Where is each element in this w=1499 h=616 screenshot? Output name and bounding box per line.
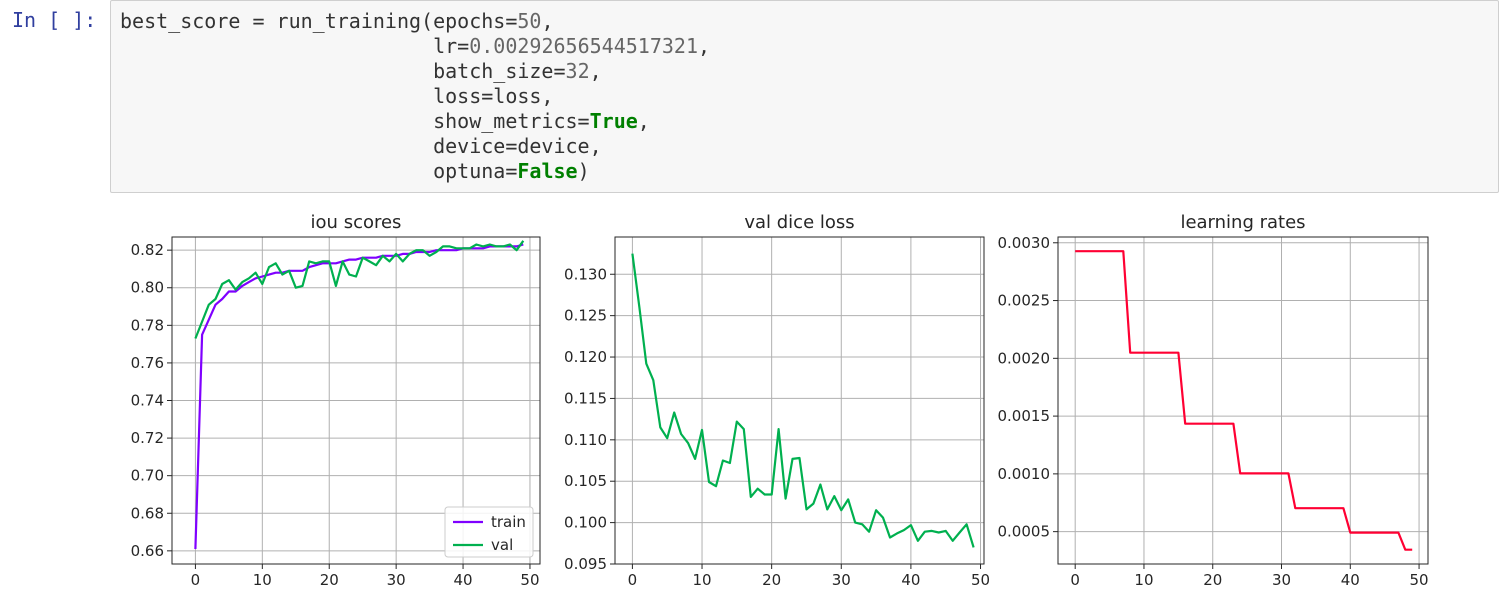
code-editor[interactable]: best_score = run_training(epochs=50, lr=… [120, 9, 710, 184]
axes-frame [614, 236, 985, 565]
code-text: best_score = run_training(epochs= [120, 9, 518, 33]
chart-title: val dice loss [744, 212, 854, 233]
x-tick-label: 10 [692, 571, 711, 589]
code-text: , [697, 34, 711, 58]
chart-title: learning rates [1180, 212, 1305, 233]
code-text: batch_size= [120, 59, 566, 83]
x-tick-label: 50 [520, 571, 539, 589]
x-tick-label: 10 [1134, 571, 1153, 589]
y-tick-label: 0.66 [131, 542, 164, 560]
code-text: ) [577, 159, 590, 183]
x-tick-label: 40 [901, 571, 920, 589]
y-tick-label: 0.120 [564, 348, 607, 366]
y-tick-label: 0.115 [564, 389, 607, 407]
y-tick-label: 0.0030 [998, 234, 1051, 252]
x-tick-label: 0 [1070, 571, 1080, 589]
chart-iou-scores: 0 10 20 30 40 50 0.66 0.68 0.70 0.72 0.74 0.76 0.78 0… [131, 212, 541, 589]
x-tick-label: 40 [1341, 571, 1360, 589]
y-tick-label: 0.78 [131, 316, 164, 334]
x-tick-label: 30 [832, 571, 851, 589]
series-line-train [194, 243, 524, 550]
y-tick-label: 0.80 [131, 279, 164, 297]
y-tick-label: 0.0020 [998, 349, 1051, 367]
code-keyword: True [589, 109, 638, 133]
legend-label: train [491, 513, 526, 531]
axes-frame [1057, 236, 1429, 565]
y-tick-label: 0.0025 [998, 292, 1051, 310]
x-tick-label: 20 [762, 571, 781, 589]
y-tick-label: 0.130 [564, 265, 607, 283]
code-number: 32 [565, 59, 590, 83]
code-cell[interactable]: best_score = run_training(epochs=50, lr=… [110, 0, 1499, 193]
code-text: device=device, [120, 134, 602, 158]
y-tick-label: 0.0015 [998, 407, 1051, 425]
code-text: , [637, 109, 650, 133]
cell-prompt: In [ ]: [12, 8, 97, 32]
y-tick-label: 0.095 [564, 555, 607, 573]
x-tick-label: 50 [1410, 571, 1429, 589]
y-tick-label: 0.68 [131, 504, 164, 522]
code-number: 0.00292656544517321 [469, 34, 698, 58]
x-tick-label: 30 [1272, 571, 1291, 589]
code-text: , [589, 59, 602, 83]
chart-val-dice-loss: 0 10 20 30 40 50 0.095 0.100 0.105 0.110 0.115 0.12… [564, 212, 990, 589]
y-tick-label: 0.105 [564, 472, 607, 490]
y-tick-label: 0.76 [131, 354, 164, 372]
series-line-val [194, 240, 525, 339]
y-tick-label: 0.0010 [998, 465, 1051, 483]
code-number: 50 [517, 9, 542, 33]
code-text: show_metrics= [120, 109, 590, 133]
y-tick-label: 0.74 [131, 392, 164, 410]
code-text: optuna= [120, 159, 518, 183]
x-tick-label: 20 [1203, 571, 1222, 589]
code-text: lr= [120, 34, 470, 58]
y-tick-label: 0.82 [131, 241, 164, 259]
axes-frame [171, 236, 541, 565]
y-tick-label: 0.0005 [998, 523, 1051, 541]
x-tick-label: 40 [454, 571, 473, 589]
y-tick-label: 0.70 [131, 467, 164, 485]
y-tick-label: 0.125 [564, 307, 607, 325]
code-keyword: False [517, 159, 578, 183]
x-tick-label: 50 [971, 571, 990, 589]
x-tick-label: 0 [191, 571, 201, 589]
code-text: loss=loss, [120, 84, 554, 108]
x-tick-label: 20 [320, 571, 339, 589]
x-tick-label: 0 [628, 571, 638, 589]
chart-title: iou scores [311, 212, 402, 233]
y-tick-label: 0.110 [564, 431, 607, 449]
series-line-line [1075, 250, 1413, 551]
code-text: , [541, 9, 554, 33]
x-tick-label: 10 [253, 571, 272, 589]
x-tick-label: 30 [387, 571, 406, 589]
y-tick-label: 0.100 [564, 514, 607, 532]
legend-label: val [491, 536, 513, 554]
chart-learning-rates: 0 10 20 30 40 50 0.0005 0.0010 0.0015 0.0020 0.002… [998, 212, 1429, 589]
series-line-line [631, 253, 975, 548]
y-tick-label: 0.72 [131, 429, 164, 447]
